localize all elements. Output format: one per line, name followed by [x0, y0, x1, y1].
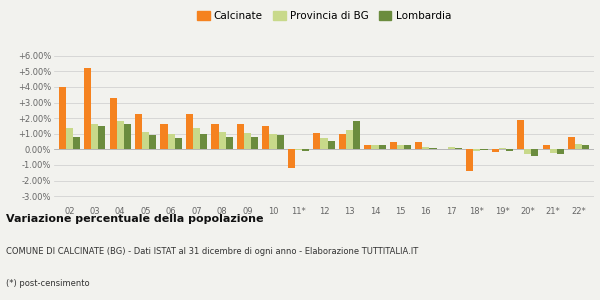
Bar [397, 145, 404, 149]
Bar [455, 148, 462, 149]
Bar [364, 145, 371, 149]
Bar [211, 124, 218, 149]
Bar [550, 149, 557, 153]
Bar [422, 147, 430, 149]
Bar [313, 133, 320, 149]
Bar [532, 149, 538, 156]
Bar [575, 144, 582, 149]
Bar [91, 124, 98, 149]
Bar [59, 87, 66, 149]
Bar [448, 147, 455, 149]
Bar [415, 142, 422, 149]
Bar [346, 130, 353, 149]
Bar [200, 134, 208, 149]
Bar [142, 132, 149, 149]
Bar [524, 149, 532, 154]
Bar [379, 146, 386, 149]
Bar [262, 126, 269, 149]
Bar [491, 149, 499, 152]
Bar [582, 145, 589, 149]
Bar [237, 124, 244, 149]
Bar [288, 149, 295, 168]
Bar [167, 134, 175, 149]
Bar [328, 141, 335, 149]
Bar [302, 149, 309, 151]
Bar [66, 128, 73, 149]
Bar [371, 145, 379, 149]
Bar [506, 149, 513, 151]
Bar [440, 148, 448, 149]
Bar [466, 149, 473, 171]
Bar [110, 98, 116, 149]
Bar [269, 134, 277, 149]
Bar [557, 149, 564, 154]
Bar [193, 128, 200, 149]
Text: Variazione percentuale della popolazione: Variazione percentuale della popolazione [6, 214, 263, 224]
Bar [116, 121, 124, 149]
Bar [390, 142, 397, 149]
Bar [244, 133, 251, 149]
Legend: Calcinate, Provincia di BG, Lombardia: Calcinate, Provincia di BG, Lombardia [193, 7, 455, 25]
Text: (*) post-censimento: (*) post-censimento [6, 279, 89, 288]
Bar [84, 68, 91, 149]
Bar [124, 124, 131, 149]
Text: COMUNE DI CALCINATE (BG) - Dati ISTAT al 31 dicembre di ogni anno - Elaborazione: COMUNE DI CALCINATE (BG) - Dati ISTAT al… [6, 248, 418, 256]
Bar [542, 146, 550, 149]
Bar [277, 135, 284, 149]
Bar [175, 139, 182, 149]
Bar [218, 132, 226, 149]
Bar [404, 146, 411, 149]
Bar [251, 137, 258, 149]
Bar [295, 149, 302, 150]
Bar [339, 134, 346, 149]
Bar [568, 137, 575, 149]
Bar [353, 121, 360, 149]
Bar [473, 149, 481, 151]
Bar [149, 135, 157, 149]
Bar [186, 114, 193, 149]
Bar [481, 149, 488, 150]
Bar [499, 148, 506, 149]
Bar [430, 148, 437, 149]
Bar [517, 120, 524, 149]
Bar [135, 114, 142, 149]
Bar [320, 139, 328, 149]
Bar [160, 124, 167, 149]
Bar [98, 126, 106, 149]
Bar [73, 137, 80, 149]
Bar [226, 137, 233, 149]
